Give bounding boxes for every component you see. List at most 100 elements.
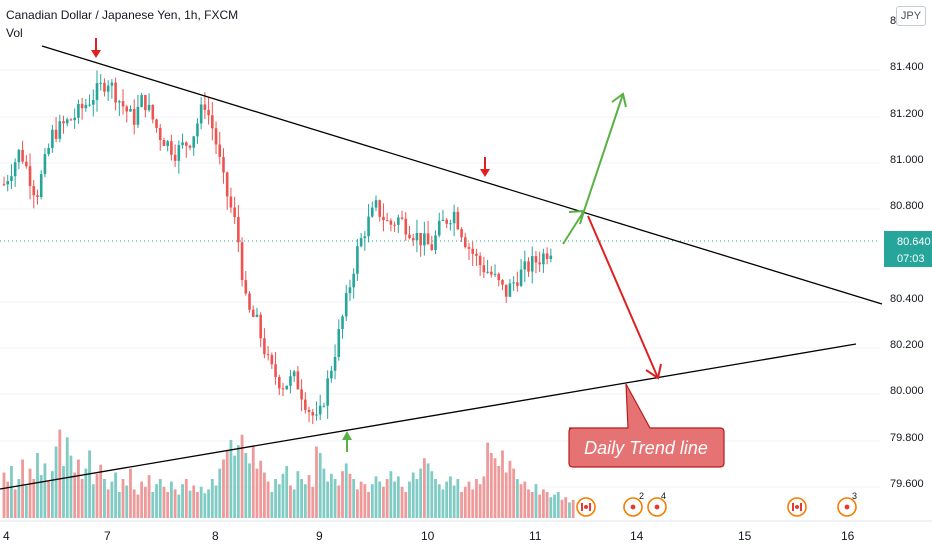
candle-body bbox=[356, 246, 359, 274]
canada-flag-icon[interactable] bbox=[787, 497, 807, 517]
descending-trend-line[interactable] bbox=[41, 45, 883, 305]
volume-bar bbox=[471, 489, 475, 518]
price-label: 81.400 bbox=[890, 61, 924, 73]
volume-bar bbox=[39, 475, 43, 518]
candle-body bbox=[530, 256, 534, 272]
economic-events-row[interactable]: 2 4 3 bbox=[576, 491, 857, 517]
volume-bar bbox=[307, 475, 311, 518]
event-count: 4 bbox=[661, 491, 666, 501]
volume-bar bbox=[333, 479, 337, 518]
daily-trend-line-callout[interactable]: Daily Trend line bbox=[568, 383, 725, 468]
volume-bar bbox=[236, 445, 240, 518]
candle-body bbox=[512, 282, 515, 284]
candle-body bbox=[393, 224, 396, 226]
candle-body bbox=[237, 217, 240, 243]
volume-bar bbox=[2, 472, 6, 518]
candle-body bbox=[545, 253, 549, 260]
candle-body bbox=[426, 233, 430, 245]
event-count: 2 bbox=[639, 491, 644, 501]
bullish-projection-arrow[interactable] bbox=[562, 92, 627, 245]
volume-bar bbox=[560, 499, 564, 518]
time-label: 4 bbox=[3, 529, 10, 543]
volume-bar bbox=[248, 463, 251, 518]
candle-body bbox=[486, 271, 489, 273]
candle-body bbox=[121, 101, 125, 107]
top-marker-arrow-1 bbox=[91, 38, 101, 58]
candle-body bbox=[449, 223, 452, 225]
candle-body bbox=[229, 196, 233, 208]
candle-body bbox=[441, 219, 445, 221]
candle-body bbox=[129, 108, 132, 112]
canada-flag-icon[interactable]: 3 bbox=[837, 491, 857, 517]
volume-bar bbox=[73, 472, 77, 518]
candle-body bbox=[463, 237, 467, 248]
volume-bar bbox=[515, 479, 519, 518]
time-label: 11 bbox=[529, 529, 542, 543]
candle-body bbox=[211, 115, 214, 129]
volume-bar bbox=[482, 476, 486, 518]
volume-bar bbox=[434, 479, 437, 518]
canada-flag-icon[interactable]: 2 bbox=[623, 491, 644, 517]
candle-body bbox=[69, 119, 73, 121]
candle-body bbox=[430, 244, 434, 250]
volume-bar bbox=[285, 466, 289, 518]
volume-bar bbox=[396, 476, 400, 518]
volume-bar bbox=[117, 492, 121, 518]
volume-bar bbox=[475, 479, 478, 518]
volume-bar bbox=[419, 468, 423, 518]
volume-bar bbox=[467, 481, 471, 518]
candle-body bbox=[255, 314, 259, 317]
candle-body bbox=[300, 389, 303, 400]
daily-trend-line[interactable] bbox=[0, 343, 857, 490]
volume-bar bbox=[43, 463, 47, 518]
volume-bar bbox=[389, 471, 393, 518]
candle-body bbox=[95, 83, 99, 100]
volume-bar bbox=[564, 497, 568, 518]
currency-unit-button[interactable]: JPY bbox=[896, 6, 926, 26]
candle-body bbox=[259, 314, 262, 339]
candle-body bbox=[181, 142, 184, 146]
volume-bar bbox=[363, 484, 367, 518]
candle-body bbox=[77, 103, 80, 118]
candle-body bbox=[132, 108, 136, 125]
volume-bar bbox=[318, 453, 322, 518]
volume-bar bbox=[77, 459, 80, 518]
volume-bar bbox=[404, 492, 408, 518]
volume-bar bbox=[501, 450, 504, 518]
symbol-title[interactable]: Canadian Dollar / Japanese Yen, 1h, FXCM bbox=[6, 8, 239, 22]
bearish-projection-arrow[interactable] bbox=[587, 215, 662, 380]
candle-body bbox=[508, 283, 512, 297]
volume-bar bbox=[155, 484, 158, 518]
candle-body bbox=[136, 106, 140, 125]
volume-bar bbox=[110, 481, 114, 518]
volume-bar bbox=[367, 492, 370, 518]
candle-body bbox=[292, 371, 296, 377]
candle-body bbox=[43, 154, 47, 175]
time-axis[interactable]: 4 7 8 9 10 11 14 15 16 bbox=[0, 520, 932, 543]
volume-bar bbox=[504, 472, 508, 518]
candle-body bbox=[404, 218, 408, 235]
volume-bar bbox=[207, 489, 210, 518]
candle-body bbox=[382, 216, 385, 221]
candle-body bbox=[263, 338, 266, 355]
volume-indicator-label[interactable]: Vol bbox=[6, 26, 23, 40]
candle-body bbox=[304, 399, 307, 410]
candle-body bbox=[333, 356, 337, 371]
candle-body bbox=[534, 256, 538, 263]
volume-bar bbox=[281, 473, 285, 518]
candle-body bbox=[337, 329, 341, 357]
volume-bar bbox=[337, 485, 341, 518]
volume-bar bbox=[311, 486, 315, 518]
candle-body bbox=[207, 109, 210, 116]
volume-bar bbox=[80, 479, 84, 518]
candle-body bbox=[352, 273, 355, 288]
candle-body bbox=[73, 117, 76, 121]
candle-body bbox=[348, 287, 352, 294]
volume-bar bbox=[452, 485, 456, 518]
candle-body bbox=[110, 82, 114, 86]
canada-flag-icon[interactable] bbox=[576, 497, 596, 517]
candle-body bbox=[233, 207, 236, 218]
candle-body bbox=[251, 309, 255, 317]
canada-flag-icon[interactable]: 4 bbox=[647, 491, 667, 517]
